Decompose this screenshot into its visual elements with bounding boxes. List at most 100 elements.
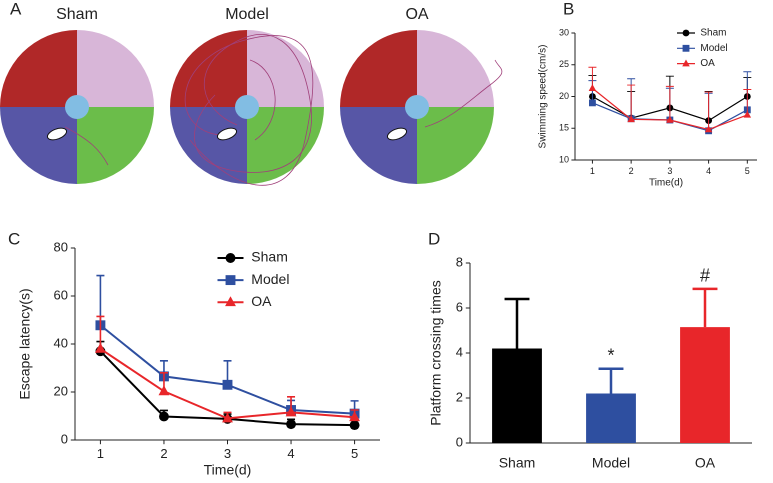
- platform: [405, 95, 429, 119]
- y-tick-label: 6: [456, 299, 463, 314]
- marker: [704, 125, 713, 133]
- marker: [158, 385, 170, 396]
- marker: [225, 275, 236, 286]
- error-bar: [598, 367, 624, 394]
- quadrant: [0, 30, 77, 107]
- quadrant: [340, 107, 417, 184]
- marker: [159, 411, 169, 422]
- error-bar: [743, 89, 752, 115]
- x-tick-label: 2: [160, 446, 167, 461]
- platform: [65, 95, 89, 119]
- marker: [285, 406, 297, 417]
- y-tick-label: 20: [559, 91, 569, 101]
- x-tick-label: 3: [667, 166, 672, 176]
- marker: [222, 379, 233, 390]
- quadrant: [170, 107, 247, 184]
- x-tick-label: 1: [590, 166, 595, 176]
- y-tick-label: 80: [54, 239, 68, 254]
- x-axis-label: Time(d): [649, 178, 683, 189]
- quadrant: [247, 107, 324, 184]
- annotation: *: [607, 346, 614, 366]
- y-tick-label: 8: [456, 254, 463, 269]
- swim-path: [64, 126, 109, 166]
- y-axis-label: Platform crossing times: [428, 280, 444, 425]
- marker: [349, 411, 361, 422]
- error-bar: [627, 84, 636, 120]
- panel-label: B: [563, 0, 574, 18]
- marker: [589, 99, 596, 107]
- x-tick-label: 4: [706, 166, 711, 176]
- legend-label: Model: [251, 271, 289, 287]
- legend-label: OA: [251, 293, 272, 309]
- x-tick-label: 1: [97, 446, 104, 461]
- quadrant: [247, 30, 324, 107]
- y-tick-label: 30: [559, 27, 569, 37]
- rat: [46, 127, 68, 141]
- quadrant: [170, 30, 247, 107]
- swim-path: [249, 59, 276, 141]
- swim-path: [184, 35, 314, 186]
- marker: [588, 84, 597, 91]
- error-bar: [692, 287, 718, 328]
- x-tick-label: Model: [592, 455, 630, 471]
- marker: [222, 412, 233, 423]
- y-tick-label: 0: [61, 431, 68, 446]
- marker: [349, 420, 360, 431]
- marker: [225, 296, 236, 307]
- legend-label: Sham: [700, 28, 726, 39]
- rat: [386, 127, 408, 141]
- bar: [586, 393, 636, 443]
- x-tick-label: OA: [695, 455, 716, 471]
- y-tick-label: 4: [456, 344, 463, 359]
- x-tick-label: 3: [224, 446, 231, 461]
- quadrant: [417, 30, 494, 107]
- legend-label: OA: [700, 58, 715, 69]
- marker: [286, 419, 296, 430]
- swim-path: [424, 59, 503, 128]
- y-tick-label: 0: [456, 434, 463, 449]
- panel-label: A: [10, 0, 22, 18]
- marker: [627, 115, 635, 123]
- quadrant: [417, 107, 494, 184]
- y-tick-label: 20: [54, 383, 68, 398]
- annotation: #: [700, 266, 710, 286]
- y-tick-label: 60: [54, 287, 68, 302]
- bar: [492, 348, 542, 443]
- y-axis-label: Swimming speed(cm/s): [538, 45, 549, 149]
- y-tick-label: 15: [559, 123, 569, 133]
- x-tick-label: Sham: [499, 455, 536, 471]
- x-tick-label: 2: [629, 166, 634, 176]
- error-bar: [504, 297, 530, 349]
- y-axis-label: Escape latency(s): [17, 288, 33, 399]
- legend-label: Sham: [251, 249, 288, 265]
- legend-label: Model: [700, 43, 727, 54]
- x-tick-label: 5: [351, 446, 358, 461]
- y-tick-label: 2: [456, 389, 463, 404]
- y-tick-label: 25: [559, 59, 569, 69]
- marker: [225, 253, 236, 263]
- marker: [682, 29, 690, 37]
- y-tick-label: 40: [54, 335, 68, 350]
- error-bar: [665, 85, 674, 120]
- maze-title: OA: [405, 6, 428, 23]
- x-axis-label: Time(d): [204, 462, 252, 478]
- panel-label: D: [428, 229, 440, 248]
- maze-title: Sham: [56, 6, 98, 23]
- marker: [682, 44, 690, 52]
- platform: [235, 95, 259, 119]
- marker: [682, 59, 690, 67]
- quadrant: [77, 30, 154, 107]
- x-tick-label: 4: [287, 446, 294, 461]
- error-bar: [704, 91, 713, 130]
- panel-label: C: [8, 229, 20, 248]
- x-tick-label: 5: [745, 166, 750, 176]
- rat: [216, 127, 238, 141]
- marker: [743, 110, 752, 118]
- marker: [94, 342, 106, 353]
- bar: [680, 327, 730, 443]
- maze-title: Model: [225, 6, 269, 23]
- quadrant: [0, 107, 77, 184]
- quadrant: [77, 107, 154, 184]
- y-tick-label: 10: [559, 154, 569, 164]
